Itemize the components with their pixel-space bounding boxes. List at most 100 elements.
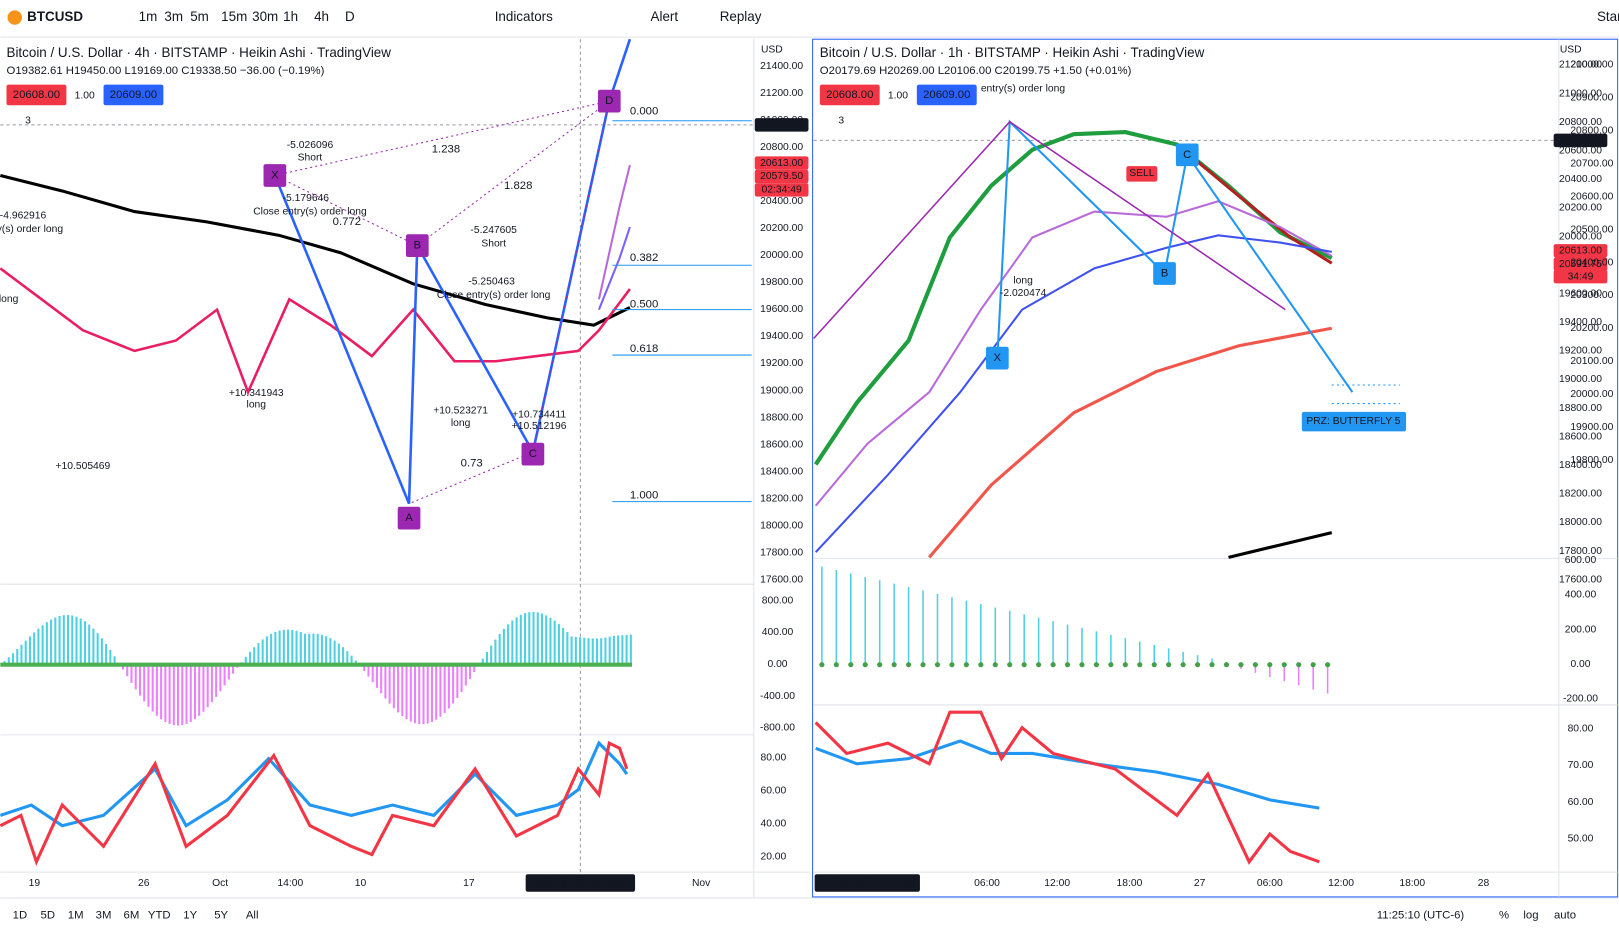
ma-purple	[814, 200, 1333, 507]
zero-dot	[1007, 662, 1013, 668]
price-label: 19400.00	[760, 331, 803, 342]
symbol-icon	[7, 10, 22, 25]
price-label: 19000.00	[760, 385, 803, 396]
interval-button[interactable]: 3m	[164, 9, 183, 24]
sell-label: SELL	[1129, 168, 1154, 179]
interval-button[interactable]: 1m	[139, 9, 158, 24]
price-label: 21200.00	[1559, 60, 1602, 71]
trade-note: -5.250463	[468, 276, 515, 287]
price-label: 19600.00	[1559, 288, 1602, 299]
range-button[interactable]: YTD	[148, 909, 171, 921]
range-button[interactable]: 5Y	[214, 909, 228, 921]
ask[interactable]: 20609.00	[923, 89, 970, 101]
time-label: 14:00	[277, 878, 303, 889]
right-indicators	[813, 119, 1400, 559]
osc-label: 400.00	[762, 627, 794, 638]
price-label: 19800.00	[760, 277, 803, 288]
sell-box	[1126, 166, 1158, 182]
price-label: 20100.00	[1570, 356, 1613, 367]
log-toggle[interactable]: log	[1523, 909, 1538, 921]
currency: USD	[761, 44, 783, 55]
replay-button[interactable]: Replay	[720, 9, 762, 24]
price-badge-text: 20591.75	[1559, 259, 1602, 270]
collapse-button[interactable]: 3	[838, 115, 844, 126]
pattern-point	[521, 442, 545, 466]
price-label: 19900.00	[1570, 422, 1613, 433]
ratio-label: 0.73	[461, 457, 483, 469]
zero-dot	[1310, 662, 1316, 668]
zero-dot	[891, 662, 897, 668]
rsi-label: 60.00	[1568, 797, 1594, 808]
zero-dot	[1281, 662, 1287, 668]
osc-label: 0.00	[767, 659, 787, 670]
price-badge	[754, 169, 809, 184]
zero-dot	[1122, 662, 1128, 668]
range-button[interactable]: 1D	[13, 909, 28, 921]
rsi-blue	[0, 740, 629, 828]
range-button[interactable]: 3M	[96, 909, 112, 921]
price-label: 17800.00	[760, 548, 803, 559]
collapse-button[interactable]: 3	[25, 115, 31, 126]
ask[interactable]: 20609.00	[110, 89, 157, 101]
dots	[274, 100, 610, 505]
clock: 11:25:10 (UTC-6)	[1377, 909, 1465, 921]
zero-dot	[1079, 662, 1085, 668]
price-badge-text: 34:49	[1568, 271, 1594, 282]
auto-toggle[interactable]: auto	[1554, 909, 1576, 921]
price-label: 18200.00	[1559, 489, 1602, 500]
price-label: 20400.00	[1559, 174, 1602, 185]
time-badge	[814, 874, 920, 892]
price-label: 20300.00	[1570, 290, 1613, 301]
price-badge	[1553, 244, 1608, 258]
osc-label: 600.00	[1565, 555, 1597, 566]
price-label: 20000.00	[1559, 231, 1602, 242]
pattern-point-label: C	[1183, 149, 1191, 161]
zero-dot	[920, 662, 926, 668]
spread: 1.00	[75, 91, 95, 102]
price-label: 19600.00	[760, 304, 803, 315]
currency: USD	[1560, 44, 1582, 55]
rsi-label: 60.00	[760, 785, 786, 796]
fib-label: 0.382	[630, 252, 658, 264]
bid[interactable]: 20608.00	[826, 89, 873, 101]
time-label: 18:00	[1399, 878, 1425, 889]
zero-dot	[1325, 662, 1331, 668]
price-label: 18800.00	[1559, 403, 1602, 414]
fib-label: 0.500	[630, 298, 658, 310]
range-button[interactable]: 5D	[41, 909, 56, 921]
interval-button[interactable]: 4h	[314, 9, 329, 24]
price-badge	[754, 156, 809, 170]
time-label: 06:00	[1257, 878, 1283, 889]
interval-button[interactable]: 15m	[221, 9, 247, 24]
price-label: 18000.00	[1559, 517, 1602, 528]
start-button[interactable]: Star	[1597, 9, 1619, 24]
interval-button[interactable]: 5m	[190, 9, 209, 24]
price-label: 20400.00	[760, 196, 803, 207]
price-label: 17600.00	[760, 575, 803, 586]
price-label: 20200.00	[1570, 323, 1613, 334]
range-button[interactable]: All	[246, 909, 259, 921]
zero-dot	[1223, 662, 1230, 668]
pattern-point	[397, 506, 421, 530]
alert-button[interactable]: Alert	[651, 9, 679, 24]
trade-note: long	[1013, 275, 1033, 286]
bid[interactable]: 20608.00	[13, 89, 60, 101]
bid-box	[6, 84, 67, 106]
price-label: 19800.00	[1570, 455, 1613, 466]
pattern-point	[263, 164, 287, 187]
interval-button[interactable]: D	[345, 9, 355, 24]
osc-label: 0.00	[1570, 659, 1590, 670]
pattern-point-label: A	[405, 512, 413, 524]
percent-toggle[interactable]: %	[1499, 909, 1509, 921]
indicators-button[interactable]: Indicators	[495, 9, 553, 24]
range-button[interactable]: 6M	[124, 909, 140, 921]
interval-button[interactable]: 30m	[252, 9, 278, 24]
price-label: 20000.00	[760, 250, 803, 261]
interval-button[interactable]: 1h	[283, 9, 298, 24]
trade-note: long	[451, 418, 471, 429]
range-button[interactable]: 1Y	[183, 909, 197, 921]
time-label: 27	[1194, 878, 1206, 889]
range-button[interactable]: 1M	[68, 909, 84, 921]
price-badge-text: 20613.00	[760, 158, 803, 169]
zero-dot	[1137, 662, 1143, 668]
